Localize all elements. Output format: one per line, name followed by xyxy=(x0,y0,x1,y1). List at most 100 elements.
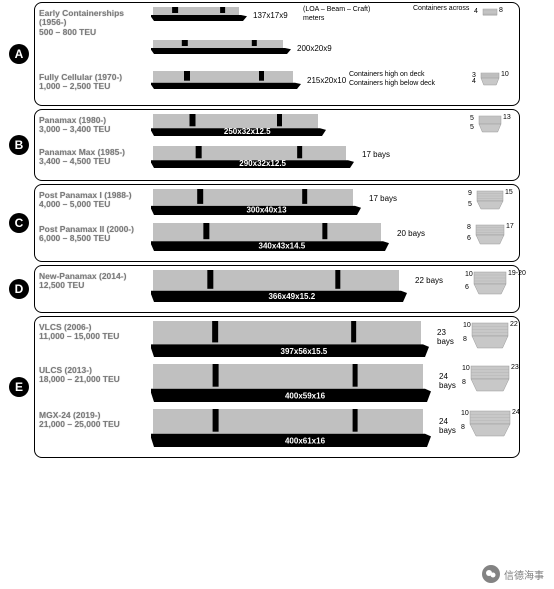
across-count: 24 xyxy=(512,409,520,416)
bays-label: 22 bays xyxy=(415,276,443,285)
section-A: AEarly Containerships (1956-)500 – 800 T… xyxy=(34,2,520,106)
svg-text:400x59x16: 400x59x16 xyxy=(285,392,326,401)
ship-teu: 4,000 – 5,000 TEU xyxy=(39,200,151,209)
cross-section-cell: 22 10 8 xyxy=(465,321,515,359)
ship-row: VLCS (2006-)11,000 – 15,000 TEU397x56x15… xyxy=(39,321,515,361)
across-annot: Containers across xyxy=(413,5,469,12)
ship-teu: 18,000 – 21,000 TEU xyxy=(39,375,151,384)
ship-labels: Panamax (1980-)3,000 – 3,400 TEU xyxy=(39,114,151,135)
ship-labels: Fully Cellular (1970-)1,000 – 2,500 TEU xyxy=(39,71,151,92)
ship-silhouette: 340x43x14.5 xyxy=(151,223,389,251)
section-C: CPost Panamax I (1988-)4,000 – 5,000 TEU… xyxy=(34,184,520,262)
ship-row: MGX-24 (2019-)21,000 – 25,000 TEU400x61x… xyxy=(39,409,515,451)
cross-section-cell: 1355 xyxy=(465,114,515,143)
deck-count: 8 xyxy=(467,224,471,231)
section-letter: C xyxy=(9,213,29,233)
ship-teu: 500 – 800 TEU xyxy=(39,28,151,37)
ship-row: New-Panamax (2014-)12,500 TEU366x49x15.2… xyxy=(39,270,515,306)
below-count: 6 xyxy=(467,235,471,242)
cross-section xyxy=(465,321,515,354)
across-count: 22 xyxy=(510,321,518,328)
ship-silhouette: 397x56x15.5 xyxy=(151,321,429,357)
ship-graphic: 137x17x9(LOA – Beam – Craft)metersContai… xyxy=(151,7,465,35)
deck-count: 5 xyxy=(470,115,474,122)
deck-count: 10 xyxy=(465,271,473,278)
ship-silhouette: 400x59x16 xyxy=(151,364,431,402)
ship-silhouette xyxy=(151,7,247,21)
cross-section xyxy=(465,7,515,21)
bays-label: 17 bays xyxy=(362,150,390,159)
dim-text: 137x17x9 xyxy=(253,11,288,20)
across-count: 8 xyxy=(499,7,503,14)
cross-section-cell: 1595 xyxy=(465,189,515,220)
deck-count: 10 xyxy=(462,365,470,372)
across-count: 17 xyxy=(506,223,514,230)
ship-labels: Panamax Max (1985-)3,400 – 4,500 TEU xyxy=(39,146,151,167)
ship-labels: Post Panamax I (1988-)4,000 – 5,000 TEU xyxy=(39,189,151,210)
ship-row: Early Containerships (1956-)500 – 800 TE… xyxy=(39,7,515,37)
ship-labels: VLCS (2006-)11,000 – 15,000 TEU xyxy=(39,321,151,342)
ship-silhouette: 300x40x13 xyxy=(151,189,361,215)
watermark: 信德海事 xyxy=(482,565,544,583)
svg-text:340x43x14.5: 340x43x14.5 xyxy=(259,242,306,251)
meters-annot: meters xyxy=(303,15,324,22)
watermark-text: 信德海事 xyxy=(504,567,544,582)
cross-section xyxy=(465,409,515,442)
across-count: 10 xyxy=(501,71,509,78)
ship-graphic: 300x40x13 17 bays xyxy=(151,189,465,217)
deck-count: 9 xyxy=(468,190,472,197)
ship-teu: 3,000 – 3,400 TEU xyxy=(39,125,151,134)
below-count: 8 xyxy=(463,336,467,343)
dim-text: 200x20x9 xyxy=(297,44,332,53)
across-count: 13 xyxy=(503,114,511,121)
ship-teu: 3,400 – 4,500 TEU xyxy=(39,157,151,166)
ship-labels xyxy=(39,40,151,42)
cross-section xyxy=(465,364,515,397)
ship-graphic: 250x32x12.5 xyxy=(151,114,465,142)
svg-text:366x49x15.2: 366x49x15.2 xyxy=(268,292,315,301)
cross-section-cell: 1786 xyxy=(465,223,515,255)
ship-teu: 11,000 – 15,000 TEU xyxy=(39,332,151,341)
ship-row: Fully Cellular (1970-)1,000 – 2,500 TEU 2… xyxy=(39,71,515,99)
cross-section-cell: 24108 xyxy=(465,409,515,447)
bays-label: 17 bays xyxy=(369,194,397,203)
bays-label: 20 bays xyxy=(397,229,425,238)
cross-section-cell: 23108 xyxy=(465,364,515,402)
ship-labels: Early Containerships (1956-)500 – 800 TE… xyxy=(39,7,151,37)
section-letter: E xyxy=(9,377,29,397)
ship-silhouette: 400x61x16 xyxy=(151,409,431,447)
ship-graphic: 340x43x14.5 20 bays xyxy=(151,223,465,253)
ship-teu: 12,500 TEU xyxy=(39,281,151,290)
ship-labels: ULCS (2013-)18,000 – 21,000 TEU xyxy=(39,364,151,385)
deck-count: 4 xyxy=(474,8,478,15)
svg-text:290x32x12.5: 290x32x12.5 xyxy=(239,159,286,168)
across-count: 23 xyxy=(511,364,519,371)
across-count: 19-20 xyxy=(508,270,526,277)
ship-row: ULCS (2013-)18,000 – 21,000 TEU 400x59x16… xyxy=(39,364,515,406)
cross-section-cell: 84 xyxy=(465,7,515,26)
section-letter: B xyxy=(9,135,29,155)
ondeck-annot: Containers high on deck xyxy=(349,71,425,78)
ship-labels: MGX-24 (2019-)21,000 – 25,000 TEU xyxy=(39,409,151,430)
below-annot: Containers high below deck xyxy=(349,80,435,87)
ship-row: Post Panamax II (2000-)6,000 – 8,500 TEU… xyxy=(39,223,515,255)
ship-name: Early Containerships (1956-) xyxy=(39,9,151,28)
ship-silhouette xyxy=(151,71,301,89)
below-count: 5 xyxy=(468,201,472,208)
ship-graphic: 290x32x12.5 17 bays xyxy=(151,146,465,174)
ship-teu: 21,000 – 25,000 TEU xyxy=(39,420,151,429)
svg-text:400x61x16: 400x61x16 xyxy=(285,437,326,446)
section-letter: D xyxy=(9,279,29,299)
ship-row: Post Panamax I (1988-)4,000 – 5,000 TEU3… xyxy=(39,189,515,220)
dim-text: 215x20x10 xyxy=(307,76,346,85)
ship-silhouette xyxy=(151,40,291,54)
loa-annot: (LOA – Beam – Craft) xyxy=(303,6,370,13)
across-count: 15 xyxy=(505,189,513,196)
ship-graphic: 400x61x1624 bays xyxy=(151,409,465,449)
cross-section-cell: 1034 xyxy=(465,71,515,96)
deck-count: 10 xyxy=(463,322,471,329)
ship-graphic: 397x56x15.523 bays xyxy=(151,321,465,359)
cross-section-cell: 19-20106 xyxy=(465,270,515,305)
ship-graphic: 200x20x9 xyxy=(151,40,465,68)
ship-teu: 1,000 – 2,500 TEU xyxy=(39,82,151,91)
